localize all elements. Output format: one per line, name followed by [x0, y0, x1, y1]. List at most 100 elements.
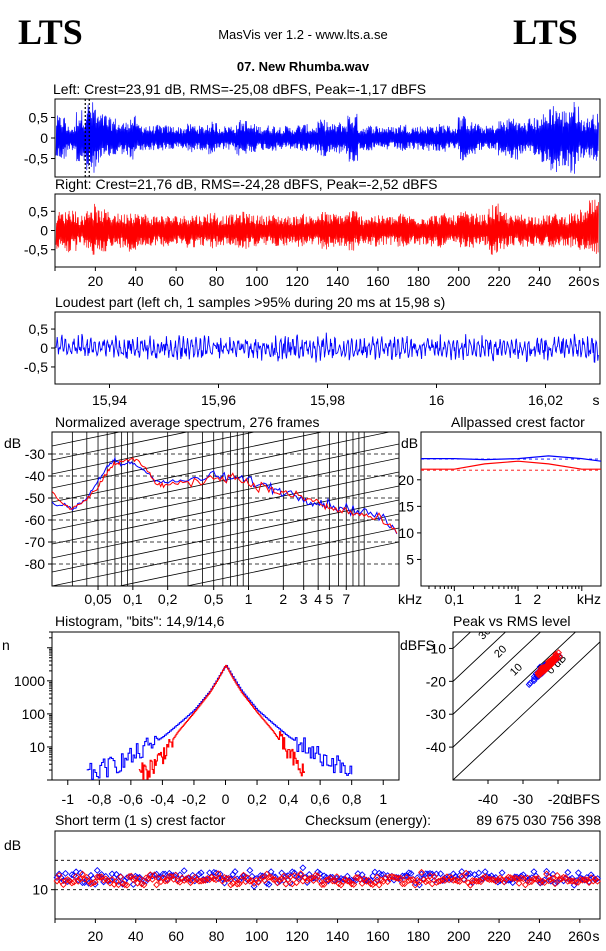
spectrum-x-tick-label: 0,5 — [204, 591, 224, 607]
crest-point-right — [513, 875, 521, 883]
time-axis-tick-label: 200 — [447, 273, 471, 289]
crest-point-right — [589, 877, 597, 885]
crest-point-right — [466, 881, 474, 889]
right-waveform-signal — [55, 199, 599, 255]
crest-x-tick-label: 60 — [168, 928, 184, 944]
crest-point-right — [187, 879, 195, 887]
left-waveform-y-tick-label: 0 — [40, 130, 48, 146]
crest-point-right — [354, 874, 362, 882]
crest-x-tick-label: 240 — [528, 928, 552, 944]
right-waveform-y-tick-label: 0 — [40, 223, 48, 239]
loudest-part-y-tick-label: -0,5 — [24, 359, 48, 375]
spectrum-slope-line — [52, 432, 122, 447]
crest-point-right — [136, 875, 144, 883]
crest-point-right — [214, 870, 222, 878]
crest-point-left — [428, 870, 436, 878]
spectrum-slope-line — [52, 432, 257, 475]
crest-point-right — [369, 881, 377, 888]
loudest-part-x-tick-label: 16 — [429, 392, 445, 408]
time-axis-tick-label: 40 — [128, 273, 144, 289]
histogram-x-tick-label: -0,8 — [87, 791, 111, 807]
crest-point-left — [195, 870, 203, 878]
spectrum-x-tick-label: 4 — [314, 591, 322, 607]
crest-point-right — [273, 879, 281, 887]
crest-point-right — [401, 880, 409, 888]
crest-point-right — [481, 873, 489, 881]
logo-left: LTS — [18, 12, 83, 52]
spectrum-x-tick-label: 0,1 — [123, 591, 143, 607]
crest-point-right — [261, 876, 269, 884]
spectrum-title: Normalized average spectrum, 276 frames — [55, 414, 320, 430]
crest-point-right — [460, 876, 468, 884]
crest-point-right — [55, 872, 63, 880]
time-axis-tick-label: 140 — [326, 273, 350, 289]
crest-point-left — [112, 870, 120, 878]
crest-point-right — [350, 880, 358, 888]
crest-point-right — [151, 871, 158, 879]
crest-point-left — [180, 867, 188, 875]
crest-point-right — [426, 872, 434, 880]
crest-point-right — [496, 874, 504, 882]
peak-rms-point-left — [530, 677, 538, 685]
crest-point-right — [549, 874, 557, 882]
peak-rms-x-unit: dBFS — [565, 791, 600, 807]
spectrum-x-unit: kHz — [398, 591, 422, 607]
spectrum-y-tick-label: -30 — [25, 446, 45, 462]
crest-point-right — [384, 878, 392, 886]
time-axis-tick-label: 180 — [407, 273, 431, 289]
crest-point-right — [358, 879, 366, 887]
crest-point-left — [121, 877, 129, 885]
peak-rms-diagonal-label: 10 — [508, 661, 525, 678]
crest-y-unit: dB — [4, 837, 21, 853]
spectrum-x-tick-label: 1 — [245, 591, 253, 607]
crest-point-left — [403, 872, 411, 880]
crest-title: Short term (1 s) crest factor — [55, 812, 226, 828]
crest-point-right — [424, 877, 432, 885]
crest-point-left — [432, 870, 440, 878]
crest-point-right — [307, 874, 315, 882]
loudest-part-x-unit: s — [593, 392, 600, 408]
peak-rms-diagonal — [453, 632, 472, 650]
peak-rms-y-tick-label: -30 — [426, 706, 446, 722]
crest-point-right — [464, 879, 472, 887]
crest-point-right — [373, 873, 381, 881]
crest-point-left — [479, 875, 487, 883]
crest-point-right — [148, 875, 156, 883]
histogram-x-tick-label: -0,6 — [119, 791, 143, 807]
spectrum-y-tick-label: -60 — [25, 512, 45, 528]
crest-point-right — [131, 874, 139, 882]
crest-x-tick-label: 140 — [326, 928, 350, 944]
left-waveform-title: Left: Crest=23,91 dB, RMS=-25,08 dBFS, P… — [53, 81, 426, 97]
crest-point-right — [248, 877, 256, 885]
loudest-part-y-tick-label: 0,5 — [29, 321, 49, 337]
crest-point-right — [91, 878, 99, 886]
loudest-part-x-tick-label: 15,98 — [310, 392, 345, 408]
crest-point-right — [498, 876, 506, 883]
crest-point-right — [594, 877, 601, 885]
crest-x-tick-label: 180 — [407, 928, 431, 944]
crest-x-tick-label: 260 — [568, 928, 592, 944]
spectrum-x-tick-label: 3 — [300, 591, 308, 607]
crest-point-right — [191, 873, 199, 881]
time-axis-tick-label: 100 — [245, 273, 269, 289]
crest-point-right — [310, 877, 317, 884]
crest-point-right — [553, 871, 561, 879]
crest-point-right — [53, 877, 61, 885]
histogram-y-unit: n — [2, 637, 10, 653]
peak-rms-point-left — [525, 681, 533, 689]
crest-point-right — [341, 875, 349, 883]
crest-point-right — [297, 870, 305, 878]
crest-x-tick-label: 40 — [128, 928, 144, 944]
time-axis-tick-label: 260 — [568, 273, 592, 289]
histogram-x-tick-label: 0,8 — [342, 791, 362, 807]
crest-point-right — [278, 875, 286, 883]
crest-point-right — [72, 873, 80, 881]
spectrum-plot-area — [52, 432, 399, 586]
crest-point-right — [547, 876, 555, 884]
crest-point-left — [437, 870, 445, 878]
crest-x-tick-label: 200 — [447, 928, 471, 944]
crest-point-right — [411, 881, 419, 889]
crest-x-tick-label: 160 — [366, 928, 390, 944]
